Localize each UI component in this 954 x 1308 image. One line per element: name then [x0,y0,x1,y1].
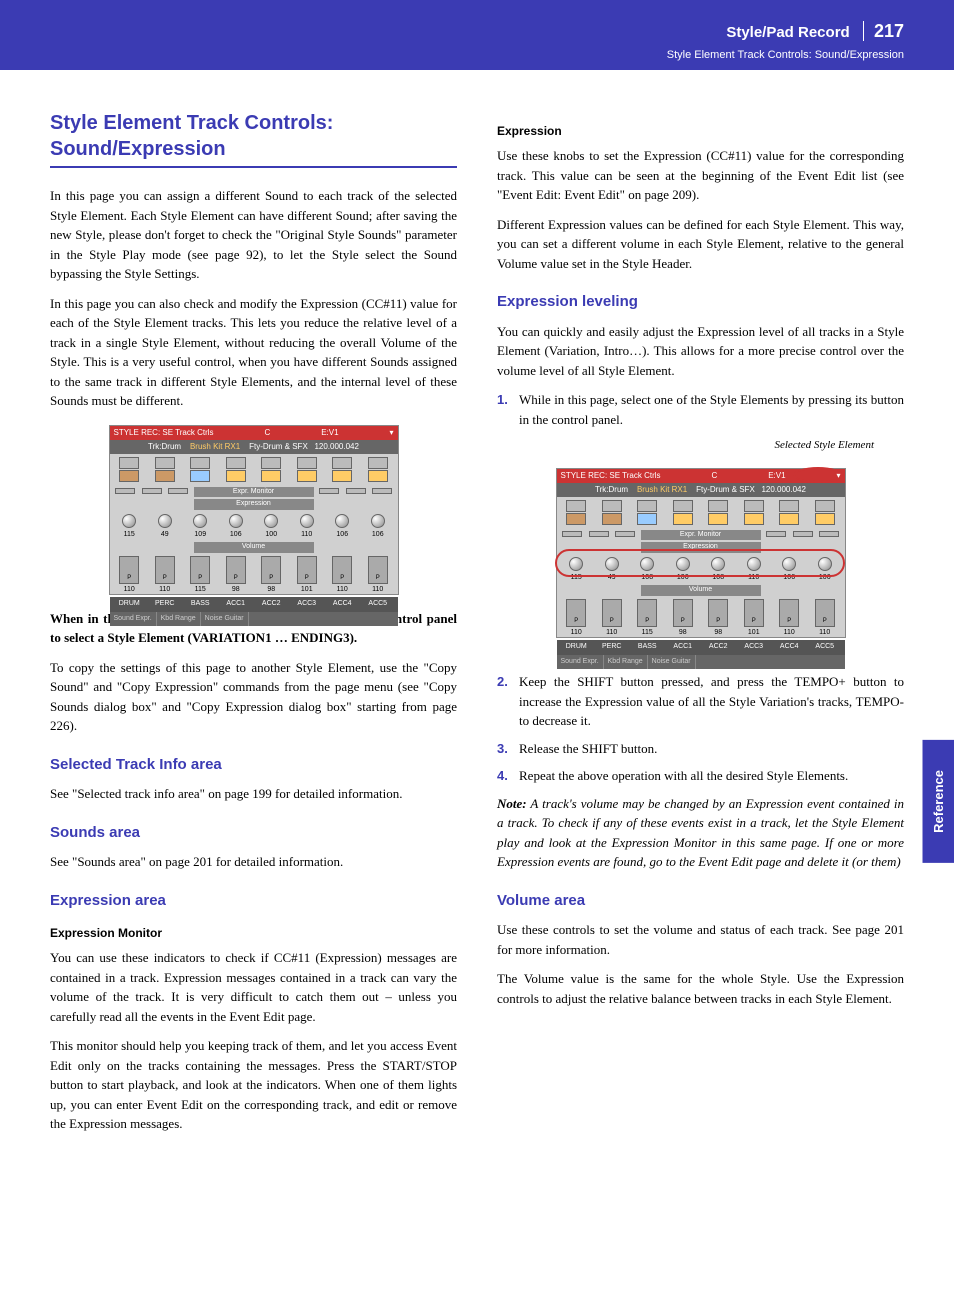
header-bar: Style/Pad Record 217 Style Element Track… [0,0,954,70]
shot-titlebar: STYLE REC: SE Track Ctrls C E:V1 ▾ [557,469,845,483]
para: The Volume value is the same for the who… [497,969,904,1008]
subheading: Volume area [497,890,904,913]
bottom-tabs: Sound Expr.Kbd RangeNoise Guitar [557,655,845,670]
subheading: Sounds area [50,822,457,845]
bottom-tabs: Sound Expr.Kbd RangeNoise Guitar [110,612,398,627]
subsubheading: Expression Monitor [50,924,457,942]
para: Use these knobs to set the Expression (C… [497,146,904,205]
para: Different Expression values can be defin… [497,215,904,274]
label-expr-mon: Expr. Monitor [194,487,314,498]
para: You can quickly and easily adjust the Ex… [497,322,904,381]
figure-label-top: Selected Style Element [497,437,904,454]
info-bank: Fty-Drum & SFX [249,442,308,451]
subsubheading: Expression [497,122,904,140]
para: This monitor should help you keeping tra… [50,1036,457,1134]
expression-knobs-row: 11549109106100110106106 [110,510,398,543]
step-num: 2. [497,672,519,731]
shot-title-right: E:V1 [321,427,338,439]
side-tab-reference: Reference [923,740,954,863]
track-labels-row: DRUMPERCBASSACC1ACC2ACC3ACC4ACC5 [557,640,845,655]
step-list-cont: 2.Keep the SHIFT button pressed, and pre… [497,672,904,786]
step-text: Keep the SHIFT button pressed, and press… [519,672,904,731]
info-bpm: 120.000.042 [761,485,806,494]
dropdown-icon: ▾ [389,427,393,439]
figure-screenshot-1: STYLE REC: SE Track Ctrls C E:V1 ▾ Trk:D… [50,425,457,595]
step-num: 4. [497,766,519,786]
left-column: Style Element Track Controls: Sound/Expr… [50,110,457,1144]
dropdown-icon: ▾ [836,470,840,482]
label-expr-mon: Expr. Monitor [641,530,761,541]
list-item: 1.While in this page, select one of the … [497,390,904,429]
label-volume: Volume [641,585,761,596]
note-text: A track's volume may be changed by an Ex… [497,796,904,870]
section-heading: Style Element Track Controls: Sound/Expr… [50,110,457,168]
step-list: 1.While in this page, select one of the … [497,390,904,429]
label-expression: Expression [194,499,314,510]
step-num: 1. [497,390,519,429]
list-item: 2.Keep the SHIFT button pressed, and pre… [497,672,904,731]
shot-title-left: STYLE REC: SE Track Ctrls [561,470,661,482]
volume-sliders-row: P110P110P115P98P98P101P110P110 [110,553,398,598]
info-bpm: 120.000.042 [314,442,359,451]
sound-icons-row [557,497,845,528]
expression-knobs-row: 11549108106108110106106 [557,553,845,586]
header-page-number: 217 [863,21,904,41]
shot-title-mid: C [711,470,717,482]
volume-sliders-row: P110P110P115P98P98P101P110P110 [557,596,845,641]
note-para: Note: A track's volume may be changed by… [497,794,904,872]
step-text: While in this page, select one of the St… [519,390,904,429]
header-subtitle: Style Element Track Controls: Sound/Expr… [667,47,904,64]
para: To copy the settings of this page to ano… [50,658,457,736]
label-volume: Volume [194,542,314,553]
shot-title-right: E:V1 [768,470,785,482]
shot-titlebar: STYLE REC: SE Track Ctrls C E:V1 ▾ [110,426,398,440]
info-trk: Trk:Drum [148,442,181,451]
sound-icons-row [110,454,398,485]
info-kit: Brush Kit RX1 [637,485,687,494]
step-text: Repeat the above operation with all the … [519,766,904,786]
monitor-row: Expr. Monitor [557,528,845,543]
shot-info-bar: Trk:Drum Brush Kit RX1 Fty-Drum & SFX 12… [557,483,845,497]
subheading: Expression area [50,890,457,913]
para: In this page you can also check and modi… [50,294,457,411]
right-column: Expression Use these knobs to set the Ex… [497,110,904,1144]
info-kit: Brush Kit RX1 [190,442,240,451]
header-title: Style/Pad Record [726,24,849,41]
label-expression: Expression [641,542,761,553]
list-item: 4.Repeat the above operation with all th… [497,766,904,786]
list-item: 3.Release the SHIFT button. [497,739,904,759]
shot-title-left: STYLE REC: SE Track Ctrls [114,427,214,439]
monitor-row: Expr. Monitor [110,485,398,500]
para: You can use these indicators to check if… [50,948,457,1026]
figure-screenshot-2: STYLE REC: SE Track Ctrls C E:V1 ▾ Trk:D… [497,468,904,659]
screenshot-mock-2: STYLE REC: SE Track Ctrls C E:V1 ▾ Trk:D… [556,468,846,638]
shot-title-mid: C [264,427,270,439]
info-trk: Trk:Drum [595,485,628,494]
page-content: Style Element Track Controls: Sound/Expr… [0,70,954,1174]
step-num: 3. [497,739,519,759]
subheading: Expression leveling [497,291,904,314]
step-text: Release the SHIFT button. [519,739,904,759]
para: See "Sounds area" on page 201 for detail… [50,852,457,872]
track-labels-row: DRUMPERCBASSACC1ACC2ACC3ACC4ACC5 [110,597,398,612]
para: Use these controls to set the volume and… [497,920,904,959]
para: In this page you can assign a different … [50,186,457,284]
para: See "Selected track info area" on page 1… [50,784,457,804]
subheading: Selected Track Info area [50,754,457,777]
info-bank: Fty-Drum & SFX [696,485,755,494]
header-content: Style/Pad Record 217 Style Element Track… [667,18,904,64]
shot-info-bar: Trk:Drum Brush Kit RX1 Fty-Drum & SFX 12… [110,440,398,454]
screenshot-mock: STYLE REC: SE Track Ctrls C E:V1 ▾ Trk:D… [109,425,399,595]
